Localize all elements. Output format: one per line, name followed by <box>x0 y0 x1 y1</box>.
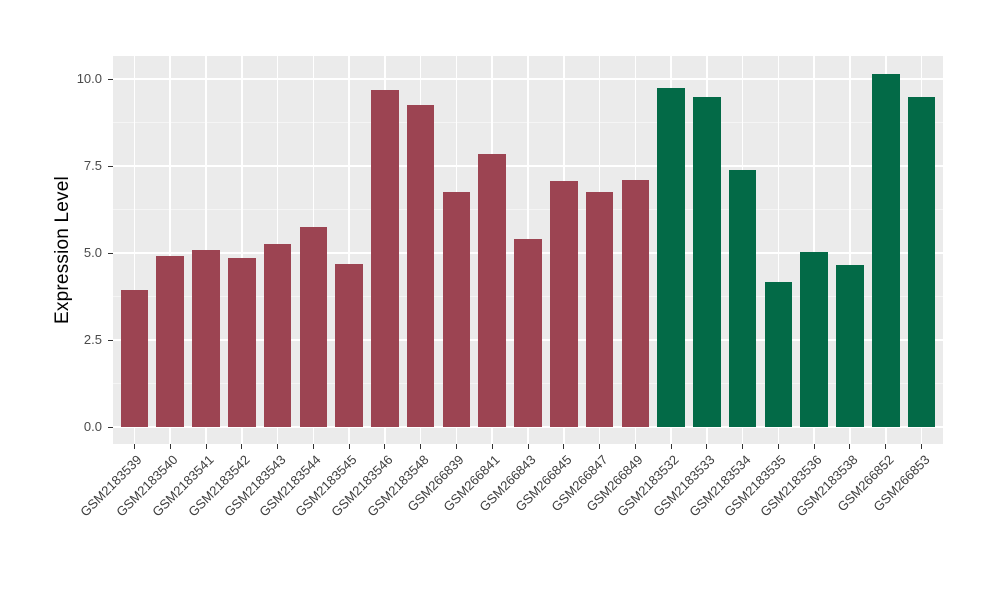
x-tick <box>670 444 672 449</box>
y-tick <box>108 165 113 167</box>
bar <box>907 97 936 427</box>
bar <box>263 243 292 427</box>
x-tick <box>133 444 135 449</box>
bar <box>156 255 184 427</box>
y-tick-label: 2.5 <box>83 332 102 347</box>
bar <box>550 181 578 427</box>
x-tick <box>348 444 350 449</box>
bar <box>371 90 399 427</box>
bar <box>621 179 650 427</box>
y-tick-label: 10.0 <box>76 71 102 86</box>
gridline-major-v <box>348 56 350 444</box>
y-tick-label: 7.5 <box>83 158 102 173</box>
gridline-major-v <box>240 56 243 444</box>
bar <box>478 154 506 427</box>
bar <box>228 258 256 427</box>
x-tick <box>599 444 601 449</box>
x-tick <box>563 444 565 449</box>
expression-level-bar-chart: Expression Level 0.0 2.5 5.0 7.5 10.0 GSM2183… <box>52 56 943 519</box>
gridline-major-v <box>169 56 172 444</box>
bar <box>800 251 828 427</box>
bar <box>657 88 685 427</box>
y-tick <box>108 426 113 428</box>
gridline-major-v <box>849 56 851 444</box>
x-tick <box>777 444 779 449</box>
x-tick <box>205 444 207 449</box>
x-tick <box>169 444 171 449</box>
bar <box>335 263 363 427</box>
bar <box>442 191 471 427</box>
bar <box>585 191 614 427</box>
x-tick <box>455 444 457 449</box>
bar <box>871 74 900 427</box>
x-tick <box>706 444 708 449</box>
gridline-major-v <box>777 56 780 444</box>
x-tick <box>312 444 314 449</box>
y-tick <box>108 252 113 254</box>
x-tick <box>241 444 243 449</box>
bar <box>728 170 757 427</box>
x-tick <box>277 444 279 449</box>
plot-panel <box>113 56 943 444</box>
bar <box>836 264 864 427</box>
x-tick <box>742 444 744 449</box>
bar <box>120 289 149 427</box>
x-tick <box>527 444 529 449</box>
y-tick <box>108 339 113 341</box>
x-tick <box>813 444 815 449</box>
x-tick <box>491 444 493 449</box>
x-tick <box>849 444 851 449</box>
y-tick-label: 0.0 <box>83 419 102 434</box>
bar <box>514 238 542 427</box>
bar <box>693 97 721 427</box>
y-tick <box>108 78 113 80</box>
y-tick-label: 5.0 <box>83 245 102 260</box>
gridline-major-v <box>205 56 207 444</box>
bar <box>192 250 220 427</box>
x-tick <box>634 444 636 449</box>
bar <box>299 226 328 427</box>
bar <box>406 104 435 427</box>
x-tick <box>921 444 923 449</box>
bar <box>764 281 793 427</box>
x-tick <box>384 444 386 449</box>
gridline-major-v <box>133 56 136 444</box>
x-tick <box>885 444 887 449</box>
x-tick <box>420 444 422 449</box>
gridline-major-v <box>813 56 815 444</box>
